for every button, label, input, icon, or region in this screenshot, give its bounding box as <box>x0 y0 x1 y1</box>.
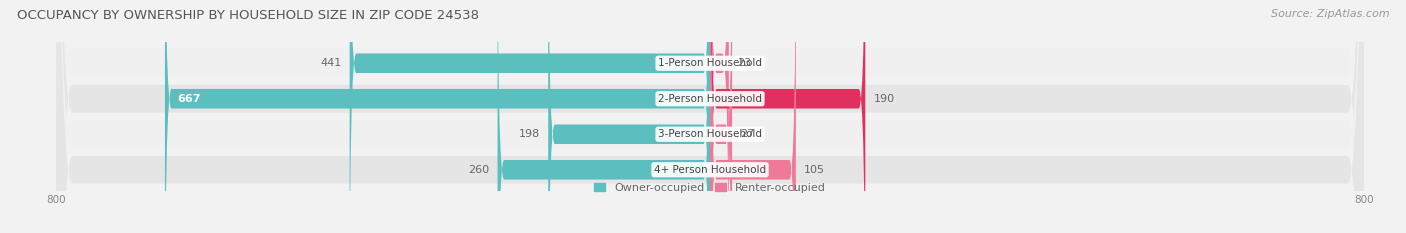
Text: 23: 23 <box>737 58 751 68</box>
FancyBboxPatch shape <box>710 0 733 233</box>
Text: 260: 260 <box>468 165 489 175</box>
Text: 105: 105 <box>804 165 825 175</box>
Text: Source: ZipAtlas.com: Source: ZipAtlas.com <box>1271 9 1389 19</box>
FancyBboxPatch shape <box>56 0 1364 233</box>
Text: 1-Person Household: 1-Person Household <box>658 58 762 68</box>
FancyBboxPatch shape <box>56 0 1364 233</box>
Text: 190: 190 <box>873 94 894 104</box>
Text: OCCUPANCY BY OWNERSHIP BY HOUSEHOLD SIZE IN ZIP CODE 24538: OCCUPANCY BY OWNERSHIP BY HOUSEHOLD SIZE… <box>17 9 479 22</box>
FancyBboxPatch shape <box>710 0 728 233</box>
FancyBboxPatch shape <box>56 0 1364 233</box>
Text: 441: 441 <box>321 58 342 68</box>
FancyBboxPatch shape <box>498 0 710 233</box>
Text: 667: 667 <box>177 94 201 104</box>
FancyBboxPatch shape <box>165 0 710 233</box>
FancyBboxPatch shape <box>710 0 796 233</box>
Legend: Owner-occupied, Renter-occupied: Owner-occupied, Renter-occupied <box>589 178 831 197</box>
Text: 4+ Person Household: 4+ Person Household <box>654 165 766 175</box>
FancyBboxPatch shape <box>56 0 1364 233</box>
Text: 2-Person Household: 2-Person Household <box>658 94 762 104</box>
Text: 27: 27 <box>741 129 755 139</box>
Text: 198: 198 <box>519 129 540 139</box>
FancyBboxPatch shape <box>350 0 710 233</box>
FancyBboxPatch shape <box>548 0 710 233</box>
FancyBboxPatch shape <box>710 0 865 233</box>
Text: 3-Person Household: 3-Person Household <box>658 129 762 139</box>
